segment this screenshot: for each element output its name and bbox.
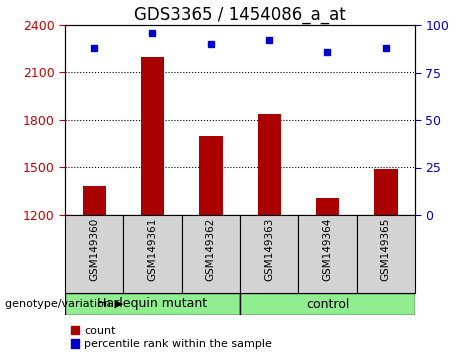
Text: GSM149363: GSM149363 [264,217,274,281]
Text: Harlequin mutant: Harlequin mutant [97,297,207,310]
Text: GSM149362: GSM149362 [206,217,216,281]
Bar [258,114,281,215]
Title: GDS3365 / 1454086_a_at: GDS3365 / 1454086_a_at [134,6,346,24]
Text: control: control [306,297,349,310]
Text: genotype/variation ▶: genotype/variation ▶ [5,299,123,309]
Bar [83,187,106,215]
Bar [298,215,357,293]
Bar [141,57,164,215]
Bar [65,215,124,293]
Bar [240,215,298,293]
Bar [124,215,182,293]
Text: GSM149364: GSM149364 [323,217,332,281]
Bar [199,136,223,215]
Text: GSM149360: GSM149360 [89,217,99,281]
Bar [182,215,240,293]
Bar [65,293,240,315]
Legend: count, percentile rank within the sample: count, percentile rank within the sample [71,326,272,349]
Bar [374,169,397,215]
Text: GSM149365: GSM149365 [381,217,391,281]
Bar [357,215,415,293]
Bar [316,198,339,215]
Bar [240,293,415,315]
Text: GSM149361: GSM149361 [148,217,158,281]
